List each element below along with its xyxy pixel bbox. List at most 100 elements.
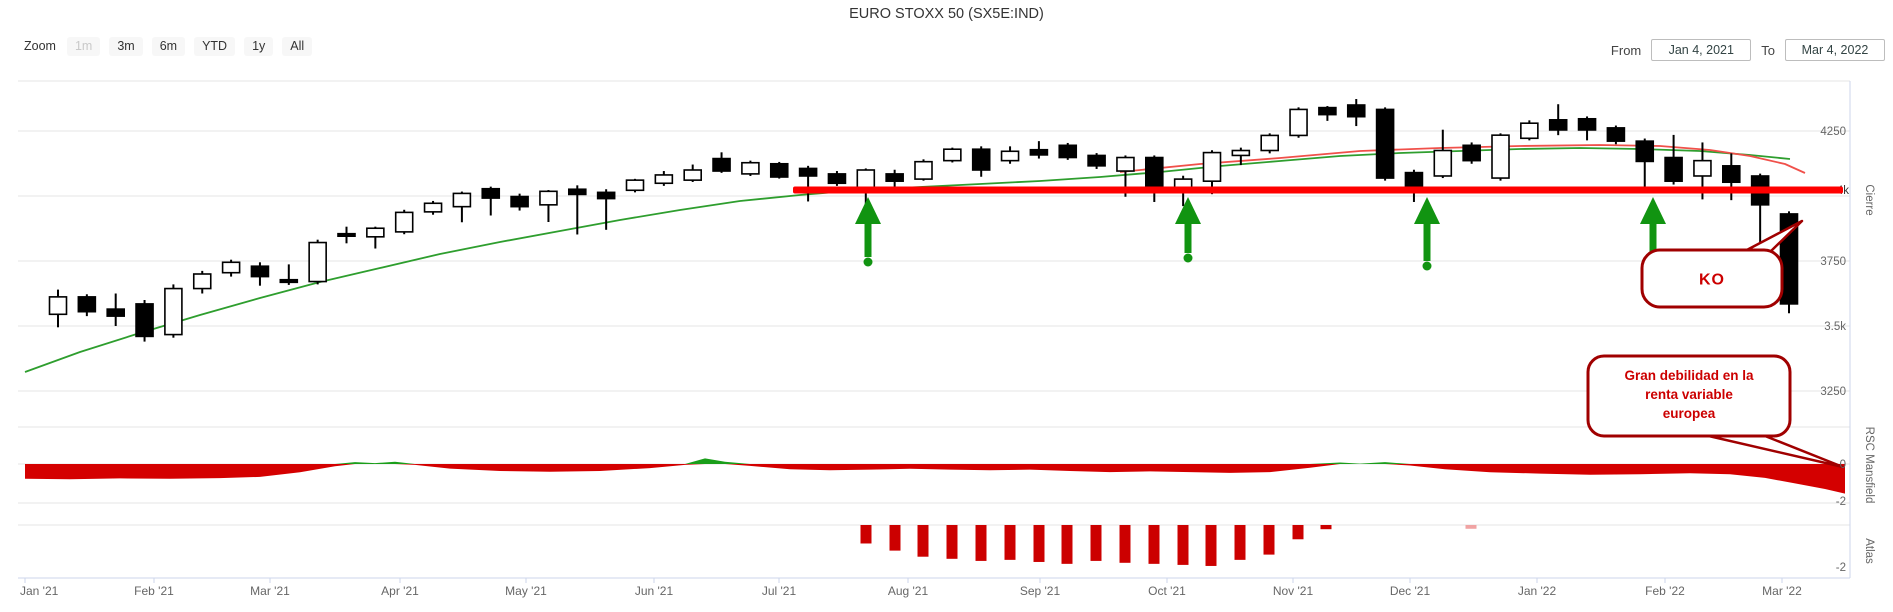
atlas-bar xyxy=(1263,525,1275,555)
zoom-button-6m[interactable]: 6m xyxy=(151,37,186,56)
candle-week xyxy=(712,152,731,173)
candle-week xyxy=(1635,138,1655,192)
candle-week xyxy=(1029,141,1049,159)
candle-body xyxy=(1520,122,1539,140)
arrow-head-icon xyxy=(1175,197,1201,224)
x-label: Dec '21 xyxy=(1390,584,1431,598)
candle-week xyxy=(1375,107,1395,181)
zoom-button-1y[interactable]: 1y xyxy=(244,37,274,56)
candle-body xyxy=(885,173,904,182)
candle-body xyxy=(192,273,212,290)
candle-body xyxy=(366,227,385,238)
zoom-button-ytd[interactable]: YTD xyxy=(194,37,236,56)
candle-body xyxy=(1664,156,1683,182)
buy-arrow xyxy=(1414,197,1440,271)
gridlines xyxy=(18,80,1851,579)
arrow-shaft xyxy=(1184,223,1192,253)
candle-week xyxy=(741,160,760,176)
sma-short-line xyxy=(24,147,1791,373)
candle-body xyxy=(769,162,789,178)
weakness-callout-text: Gran debilidad en la xyxy=(1624,368,1754,383)
candle-week xyxy=(1433,129,1453,179)
x-label: Nov '21 xyxy=(1273,584,1314,598)
atlas-bar xyxy=(1205,525,1217,566)
candle-body xyxy=(77,296,97,313)
candle-body xyxy=(971,148,991,171)
candle-body xyxy=(337,232,356,237)
candle-body xyxy=(423,202,443,213)
candle-week xyxy=(250,262,270,286)
candle-body xyxy=(48,296,68,316)
arrow-shaft xyxy=(1649,223,1657,252)
x-label: Feb '21 xyxy=(134,584,174,598)
candle-week xyxy=(394,209,414,235)
candle-body xyxy=(1289,108,1308,137)
candle-body xyxy=(394,211,414,233)
candle-body xyxy=(827,173,847,185)
x-label: Jun '21 xyxy=(635,584,674,598)
candle-week xyxy=(1058,142,1078,160)
candle-body xyxy=(135,303,154,338)
x-label: May '21 xyxy=(505,584,547,598)
candle-body xyxy=(106,308,125,317)
atlas-bar xyxy=(975,525,987,561)
candle-week xyxy=(943,147,962,163)
arrow-dot xyxy=(1183,253,1193,263)
candle-week xyxy=(567,185,587,235)
rsc-y-label: -2 xyxy=(1836,496,1846,508)
candle-week xyxy=(827,171,847,186)
candle-week xyxy=(1087,153,1106,169)
candle-body xyxy=(510,195,529,208)
candle-body xyxy=(1635,140,1655,163)
candle-body xyxy=(1318,106,1337,116)
x-label: Mar '22 xyxy=(1762,584,1802,598)
atlas-bar xyxy=(1061,525,1073,564)
candle-body xyxy=(481,187,501,199)
candle-week xyxy=(769,161,789,179)
zoom-button-all[interactable]: All xyxy=(282,37,313,56)
candle-week xyxy=(1289,107,1308,138)
weakness-callout-tail xyxy=(1698,432,1845,469)
y-label: 4250 xyxy=(1820,126,1846,138)
candle-week xyxy=(337,226,356,244)
zoom-button-1m[interactable]: 1m xyxy=(66,37,101,56)
candle-body xyxy=(279,278,299,284)
to-date-input[interactable]: Mar 4, 2022 xyxy=(1785,39,1885,61)
candle-week xyxy=(683,164,703,182)
atlas-bar xyxy=(1177,525,1189,565)
arrow-shaft xyxy=(864,223,872,257)
rsc-y-label: 0 xyxy=(1840,459,1846,471)
x-label: Jan '21 xyxy=(20,584,59,598)
rsc-mansfield-area xyxy=(25,458,1845,494)
candles xyxy=(48,99,1799,342)
candle-body xyxy=(625,179,645,192)
candle-body xyxy=(1433,149,1453,177)
candle-body xyxy=(1231,149,1251,157)
atlas-bar xyxy=(1465,525,1477,529)
candle-week xyxy=(1577,116,1597,141)
candle-body xyxy=(1260,134,1279,152)
candle-body xyxy=(1346,104,1366,118)
candle-week xyxy=(48,289,68,328)
range-selector: Zoom 1m 3m 6m YTD 1y All xyxy=(24,37,313,56)
candle-body xyxy=(539,190,558,206)
zoom-button-3m[interactable]: 3m xyxy=(109,37,143,56)
from-date-input[interactable]: Jan 4, 2021 xyxy=(1651,39,1752,61)
candle-week xyxy=(481,186,501,216)
candle-week xyxy=(221,259,241,277)
candle-week xyxy=(1260,133,1279,154)
candle-body xyxy=(1000,150,1020,162)
candle-body xyxy=(1606,127,1626,142)
weakness-callout: Gran debilidad en la renta variable europe… xyxy=(1586,354,1845,469)
rsc-positive-area xyxy=(25,458,1845,464)
x-label: Apr '21 xyxy=(381,584,419,598)
candle-body xyxy=(1404,171,1424,187)
x-label: Aug '21 xyxy=(888,584,929,598)
candle-week xyxy=(1404,169,1424,202)
weakness-callout-text: europea xyxy=(1663,406,1716,421)
candle-body xyxy=(798,167,818,177)
candle-body xyxy=(250,265,270,278)
candle-body xyxy=(1375,108,1395,179)
atlas-bar xyxy=(1033,525,1045,562)
